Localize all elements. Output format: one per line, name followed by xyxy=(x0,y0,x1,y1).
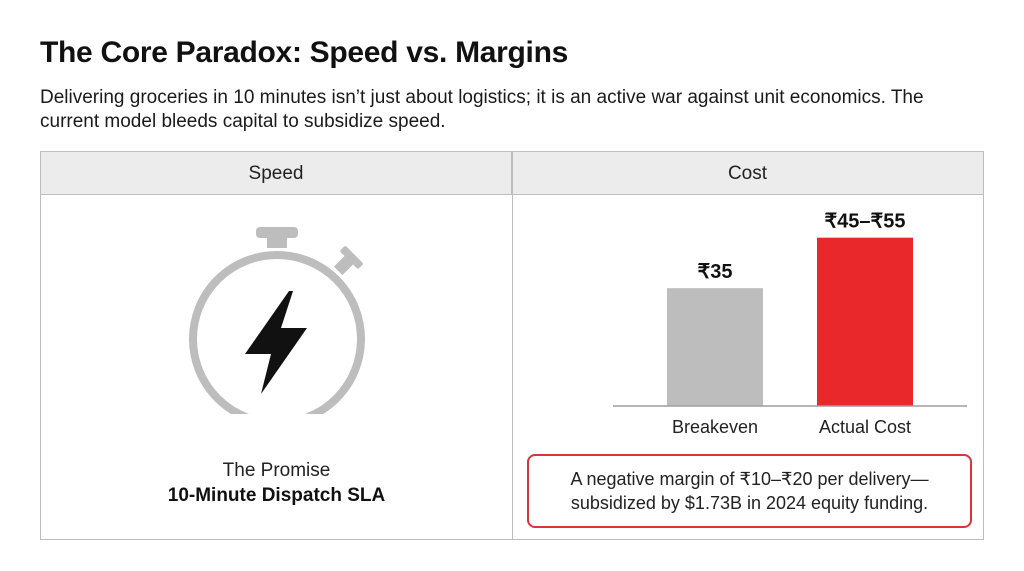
stopwatch-lightning-icon xyxy=(189,227,365,414)
data-label-breakeven: ₹35 xyxy=(698,261,733,283)
promise-label: The Promise xyxy=(222,460,331,481)
stopwatch-cap xyxy=(256,227,298,238)
category-label-actual-cost: Actual Cost xyxy=(819,417,911,437)
promise-sla: 10-Minute Dispatch SLA xyxy=(167,485,386,506)
bar-breakeven xyxy=(667,288,763,406)
page-subtitle: Delivering groceries in 10 minutes isn’t… xyxy=(40,87,924,132)
stopwatch-dial xyxy=(189,251,365,414)
column-header-speed: Speed xyxy=(41,152,512,195)
cost-bar-chart: ₹35 Breakeven ₹45–₹55 Actual Cost xyxy=(613,211,967,437)
comparison-panel: Speed Cost The Promise 10-Minute Dispatc… xyxy=(40,151,984,540)
page-title: The Core Paradox: Speed vs. Margins xyxy=(40,36,568,69)
stopwatch-side-button xyxy=(333,246,363,276)
data-label-actual-cost: ₹45–₹55 xyxy=(824,211,905,233)
bar-actual-cost xyxy=(817,237,913,406)
lightning-bolt-icon xyxy=(245,291,307,394)
column-header-cost: Cost xyxy=(512,152,983,195)
column-divider xyxy=(512,152,513,539)
category-label-breakeven: Breakeven xyxy=(672,417,758,437)
margin-callout: A negative margin of ₹10–₹20 per deliver… xyxy=(527,454,972,528)
